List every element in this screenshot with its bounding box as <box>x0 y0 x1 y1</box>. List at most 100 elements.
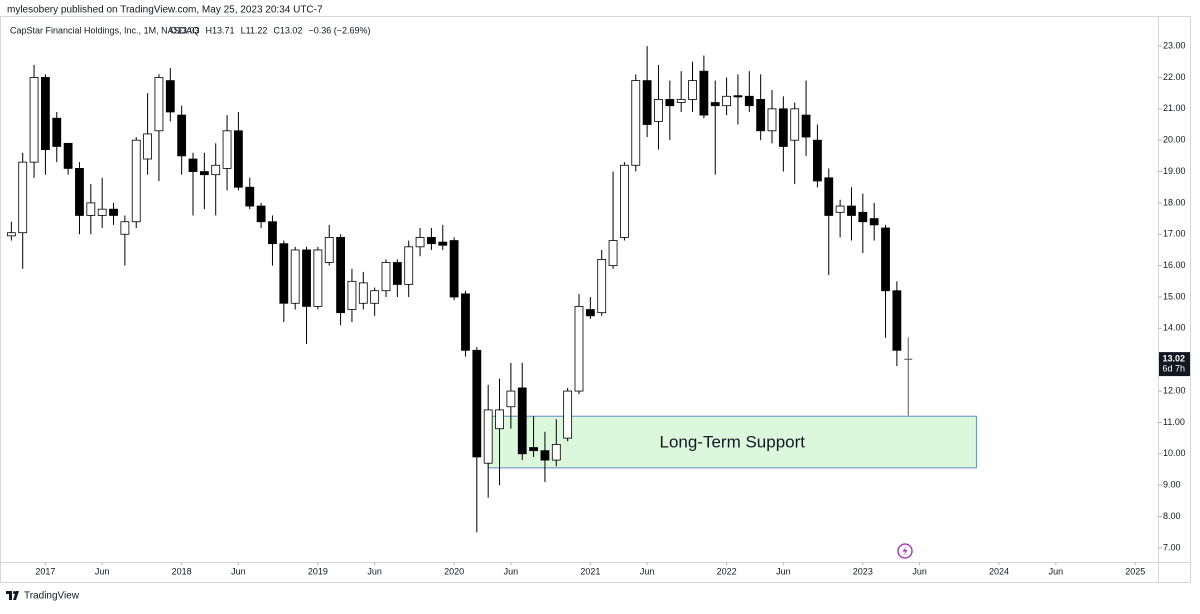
candle-body <box>392 262 402 285</box>
x-tick-label: Jun <box>231 566 246 576</box>
candle-body <box>427 237 436 245</box>
events-icon <box>897 543 913 559</box>
y-tick-label: 19.00 <box>1163 166 1186 176</box>
candle-body <box>529 447 538 452</box>
candle-body <box>143 133 152 160</box>
candle-body <box>847 205 856 216</box>
y-tick-label: 21.00 <box>1163 103 1186 113</box>
candle-body <box>199 171 209 176</box>
candle-body <box>744 95 754 107</box>
ohlc-value: H13.71 <box>206 25 235 35</box>
candle-body <box>324 237 334 263</box>
candle-body <box>506 390 516 408</box>
candle-body <box>370 290 380 304</box>
candle-body <box>154 77 164 132</box>
y-tick-label: 15.00 <box>1163 291 1186 301</box>
candle-body <box>574 306 584 392</box>
y-tick-label: 14.00 <box>1163 323 1186 333</box>
candle-body <box>404 246 414 285</box>
candle-body <box>18 161 28 234</box>
candle-body <box>835 205 845 213</box>
candle-body <box>540 450 550 461</box>
candle-body <box>279 243 289 304</box>
last-price-box <box>1159 352 1190 377</box>
candle-body <box>415 237 425 248</box>
x-tick-label: Jun <box>1049 566 1064 576</box>
y-tick-label: 22.00 <box>1163 72 1186 82</box>
publisher: mylesobery published on TradingView.com,… <box>7 5 323 16</box>
candle-body <box>904 358 913 360</box>
candle-body <box>585 309 595 317</box>
candle-body <box>767 108 777 132</box>
candle-body <box>97 208 107 216</box>
candle-body <box>347 280 357 310</box>
y-tick-label: 12.00 <box>1163 385 1186 395</box>
candle-body <box>858 211 868 223</box>
candle-body <box>63 142 73 169</box>
candle-body <box>234 130 243 188</box>
candle-body <box>358 282 368 304</box>
candle-body <box>222 130 232 169</box>
candle-body <box>165 80 175 113</box>
candle-body <box>813 139 822 182</box>
candle-body <box>608 240 618 267</box>
candle-body <box>290 249 300 304</box>
ohlc-value: C13.02 <box>273 25 302 35</box>
candle-body <box>313 249 323 307</box>
y-tick-label: 17.00 <box>1163 229 1186 239</box>
candle-body <box>461 293 470 351</box>
y-tick-label: 8.00 <box>1163 511 1181 521</box>
x-tick-label: Jun <box>367 566 382 576</box>
x-tick-label: Jun <box>504 566 519 576</box>
x-tick-label: 2023 <box>853 566 873 576</box>
candle-body <box>302 249 311 307</box>
candle-body <box>495 409 504 430</box>
candle-body <box>131 139 141 223</box>
y-tick-label: 23.00 <box>1163 40 1186 50</box>
candle-body <box>449 240 459 298</box>
candle-body <box>733 95 743 98</box>
candle-body <box>597 258 607 314</box>
candle-body <box>892 290 902 351</box>
candle-body <box>801 114 811 138</box>
candle-body <box>483 409 493 464</box>
candle-body <box>41 77 50 150</box>
candle-body <box>6 232 16 237</box>
countdown: 6d 7h <box>1162 363 1185 373</box>
candle-body <box>620 164 629 238</box>
candle-body <box>869 218 879 226</box>
candle-body <box>86 202 96 216</box>
candle-body <box>472 349 482 458</box>
candle-body <box>29 77 39 163</box>
support-label: Long-Term Support <box>659 433 805 452</box>
symbol: CapStar Financial Holdings, Inc., 1M, NA… <box>10 25 199 35</box>
candle-body <box>177 114 187 157</box>
x-tick-label: Jun <box>95 566 110 576</box>
x-tick-label: Jun <box>640 566 655 576</box>
ohlc-value: −0.36 (−2.69%) <box>308 25 370 35</box>
candle-body <box>699 70 709 116</box>
candle-body <box>676 99 686 103</box>
candle-body <box>52 117 62 147</box>
candle-body <box>642 80 652 125</box>
candle-body <box>824 177 834 216</box>
candle-body <box>688 80 697 100</box>
candle-body <box>120 221 130 235</box>
candle-body <box>188 158 198 172</box>
candle-body <box>268 221 277 245</box>
x-tick-label: Jun <box>776 566 791 576</box>
symbol-header: CapStar Financial Holdings, Inc., 1M, NA… <box>10 25 371 35</box>
x-tick-label: 2020 <box>444 566 464 576</box>
candle-body <box>245 186 255 207</box>
ohlc-value: L11.22 <box>241 25 268 35</box>
candle-body <box>256 205 266 223</box>
candle-body <box>517 387 527 455</box>
x-tick-label: 2024 <box>989 566 1009 576</box>
y-tick-label: 9.00 <box>1163 480 1181 490</box>
x-tick-label: 2021 <box>580 566 600 576</box>
candle-body <box>563 390 573 439</box>
candle-body <box>438 241 448 246</box>
x-tick-label: 2018 <box>172 566 192 576</box>
